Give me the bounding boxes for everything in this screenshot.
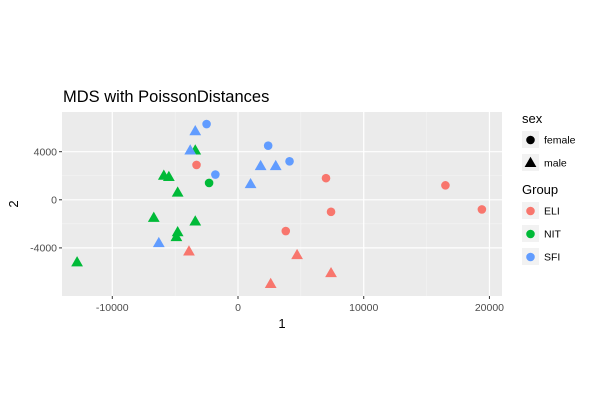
data-point-sfi-male: [269, 159, 282, 171]
data-point-nit-male: [170, 230, 183, 242]
data-point-eli-female: [192, 160, 201, 170]
data-point-eli-female: [477, 205, 487, 214]
y-tick-label: -4000: [30, 243, 57, 255]
axes: -10000 0 10000 20000 -4000 0 4000: [30, 146, 504, 314]
data-point-eli-male: [183, 245, 195, 256]
legend-key-nit: [526, 229, 535, 239]
data-point-sfi-male: [254, 159, 267, 171]
y-axis-title: 2: [6, 200, 21, 207]
legend-key-male: [524, 156, 537, 168]
legend-label-male: male: [544, 158, 567, 170]
legend-label-eli: ELI: [544, 206, 560, 218]
data-point-sfi-female: [285, 157, 294, 166]
data-point-eli-female: [441, 181, 450, 190]
x-tick-label: 0: [235, 302, 241, 314]
x-tick-label: 20000: [475, 302, 504, 314]
legend-label-nit: NIT: [544, 229, 562, 241]
data-point-nit-male: [171, 226, 184, 237]
y-tick-label: 0: [51, 195, 57, 207]
legend-key-female: [526, 135, 535, 145]
data-points: [71, 119, 487, 289]
legend-key-sfi: [526, 252, 535, 262]
legend-title-0: sex: [522, 111, 543, 126]
data-point-eli-female: [321, 173, 331, 183]
legend-key-eli: [526, 206, 535, 216]
data-point-sfi-female: [211, 170, 220, 179]
plot-panel: [62, 112, 502, 296]
data-point-sfi-female: [202, 119, 211, 129]
data-point-nit-male: [189, 215, 202, 226]
data-point-nit-male: [171, 186, 184, 197]
data-point-sfi-male: [152, 236, 165, 248]
data-point-eli-male: [291, 248, 303, 260]
x-axis-title: 1: [278, 316, 285, 331]
x-tick-label: -10000: [96, 302, 129, 314]
grid-lines: [62, 112, 502, 296]
data-point-nit-male: [71, 256, 83, 267]
legend-label-sfi: SFI: [544, 252, 560, 264]
legend-label-female: female: [544, 135, 576, 147]
data-point-nit-female: [204, 178, 214, 188]
data-point-sfi-male: [184, 144, 197, 155]
data-point-nit-male: [147, 211, 160, 222]
data-point-sfi-male: [189, 125, 202, 136]
data-point-sfi-male: [244, 177, 257, 189]
x-tick-label: 10000: [349, 302, 378, 314]
y-tick-label: 4000: [34, 146, 58, 158]
data-point-eli-female: [326, 207, 336, 217]
data-point-nit-male: [162, 170, 175, 181]
data-point-sfi-female: [263, 141, 273, 150]
legend-title-1: Group: [522, 182, 558, 197]
data-point-eli-male: [264, 277, 277, 289]
data-point-eli-male: [325, 266, 337, 278]
chart-title: MDS with PoissonDistances: [63, 88, 269, 106]
data-point-eli-female: [281, 226, 291, 236]
